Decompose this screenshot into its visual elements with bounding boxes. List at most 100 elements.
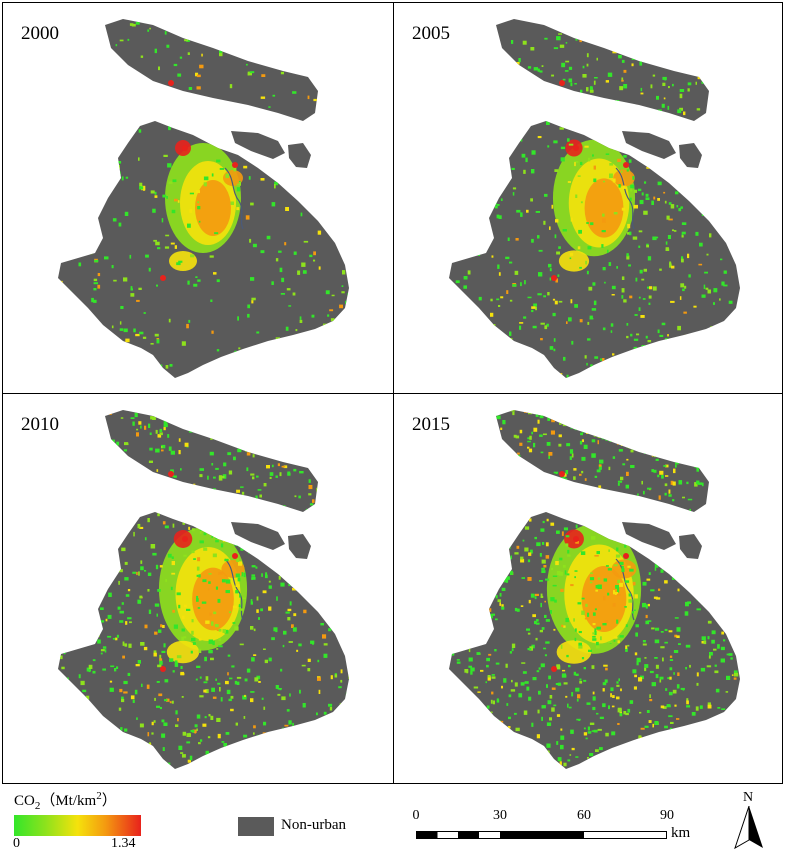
urban-patch xyxy=(150,343,154,345)
urban-patch xyxy=(472,508,477,512)
urban-patch xyxy=(347,293,349,296)
urban-patch xyxy=(618,449,623,452)
urban-patch xyxy=(134,765,139,769)
urban-patch xyxy=(632,448,636,450)
urban-patch xyxy=(603,596,606,601)
urban-patch xyxy=(299,689,301,694)
urban-patch xyxy=(563,682,568,685)
urban-patch xyxy=(675,38,680,44)
urban-patch xyxy=(605,80,609,83)
urban-patch xyxy=(186,107,190,112)
urban-patch xyxy=(607,425,610,429)
urban-patch xyxy=(248,550,251,554)
urban-patch xyxy=(92,745,96,749)
urban-patch xyxy=(61,666,65,670)
urban-patch xyxy=(508,354,512,358)
urban-patch xyxy=(719,226,721,229)
urban-patch xyxy=(504,474,509,479)
urban-patch xyxy=(743,636,747,639)
urban-patch xyxy=(205,751,210,757)
urban-patch xyxy=(626,335,629,339)
urban-patch xyxy=(473,488,477,494)
urban-patch xyxy=(612,770,615,774)
urban-patch xyxy=(712,458,715,462)
urban-patch xyxy=(553,485,556,489)
urban-patch xyxy=(118,569,123,573)
urban-patch xyxy=(229,677,233,680)
urban-patch xyxy=(566,654,569,658)
urban-patch xyxy=(698,455,702,460)
urban-patch xyxy=(607,641,613,643)
urban-patch xyxy=(248,176,251,180)
urban-patch xyxy=(61,451,66,456)
urban-patch xyxy=(109,141,111,145)
urban-patch xyxy=(629,197,632,201)
urban-patch xyxy=(730,657,733,660)
urban-patch xyxy=(691,712,696,716)
urban-patch xyxy=(552,503,558,508)
urban-patch xyxy=(731,52,736,57)
urban-patch xyxy=(619,635,624,638)
urban-patch xyxy=(190,254,195,258)
urban-patch xyxy=(105,119,110,122)
urban-patch xyxy=(490,312,494,317)
urban-patch xyxy=(220,362,225,366)
urban-patch xyxy=(340,528,344,532)
urban-patch xyxy=(506,550,510,555)
urban-patch xyxy=(527,648,532,651)
urban-patch xyxy=(708,458,711,464)
urban-patch xyxy=(196,86,201,90)
urban-patch xyxy=(76,471,80,473)
urban-patch xyxy=(186,741,191,744)
urban-patch xyxy=(701,641,705,644)
urban-patch xyxy=(585,737,588,740)
urban-patch xyxy=(467,498,470,501)
urban-patch xyxy=(708,655,711,659)
urban-patch xyxy=(723,199,728,202)
urban-patch xyxy=(514,552,519,555)
urban-patch xyxy=(628,593,631,597)
urban-patch xyxy=(655,458,659,461)
urban-patch xyxy=(349,563,351,567)
urban-patch xyxy=(565,60,570,63)
urban-patch xyxy=(654,435,657,439)
urban-patch xyxy=(623,155,627,158)
urban-patch xyxy=(477,530,480,533)
urban-patch xyxy=(651,627,655,630)
urban-patch xyxy=(121,602,124,605)
urban-patch xyxy=(563,124,568,128)
urban-patch xyxy=(635,47,640,49)
urban-patch xyxy=(238,747,243,752)
urban-patch xyxy=(123,449,127,452)
urban-core xyxy=(169,251,197,271)
urban-patch xyxy=(489,617,491,622)
urban-patch xyxy=(553,628,556,631)
urban-patch xyxy=(663,97,666,100)
urban-patch xyxy=(526,209,529,213)
urban-patch xyxy=(127,672,131,676)
urban-patch xyxy=(211,752,214,755)
urban-patch xyxy=(459,476,462,480)
urban-patch xyxy=(696,672,699,677)
urban-patch xyxy=(301,664,306,667)
urban-patch xyxy=(698,185,701,190)
urban-patch xyxy=(737,625,740,628)
urban-patch xyxy=(213,476,216,479)
urban-patch xyxy=(512,487,516,491)
urban-patch xyxy=(589,317,594,320)
urban-patch xyxy=(331,564,335,567)
urban-patch xyxy=(95,632,100,637)
urban-patch xyxy=(670,415,673,419)
urban-patch xyxy=(145,368,150,372)
urban-patch xyxy=(67,504,70,508)
urban-patch xyxy=(106,437,110,440)
urban-patch xyxy=(565,617,569,623)
urban-patch xyxy=(152,208,156,213)
urban-patch xyxy=(481,209,483,213)
north-arrow: N xyxy=(733,790,769,850)
urban-patch xyxy=(212,553,217,558)
urban-patch xyxy=(726,513,729,517)
urban-patch xyxy=(701,81,704,84)
urban-patch xyxy=(632,611,634,614)
urban-patch xyxy=(253,628,256,632)
